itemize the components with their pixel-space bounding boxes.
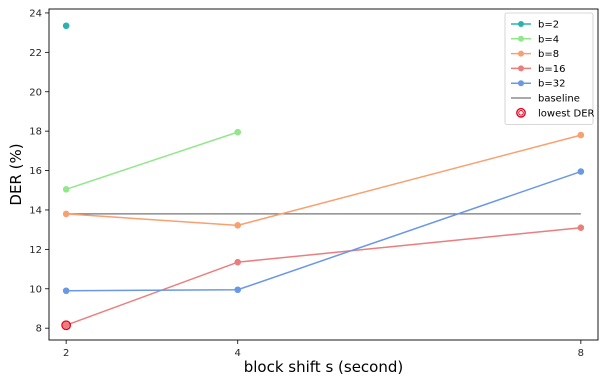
series-b4 xyxy=(62,128,242,193)
data-point xyxy=(62,321,70,329)
legend-marker xyxy=(516,107,526,118)
data-point xyxy=(62,185,70,193)
legend-label: b=2 xyxy=(538,20,559,31)
y-tick-label: 14 xyxy=(29,205,42,216)
legend-label: b=16 xyxy=(538,64,565,75)
x-tick-label: 2 xyxy=(63,348,69,359)
y-tick-label: 22 xyxy=(29,48,42,59)
series-line xyxy=(66,170,582,292)
y-tick-label: 10 xyxy=(29,284,42,295)
series-line xyxy=(65,131,238,190)
legend-marker xyxy=(518,80,524,87)
legend-marker xyxy=(518,110,524,116)
series-b16 xyxy=(62,224,585,329)
series-layer xyxy=(62,22,585,329)
x-axis-title: block shift s (second) xyxy=(244,358,404,376)
series-b2 xyxy=(62,22,70,30)
series-line xyxy=(66,134,582,227)
legend-marker xyxy=(518,35,524,42)
y-axis: 8 10 12 14 16 18 20 22 24 xyxy=(29,8,49,335)
legend-marker xyxy=(518,21,524,27)
series-b32 xyxy=(62,168,585,295)
legend-box xyxy=(504,12,594,125)
x-tick-label: 4 xyxy=(235,348,241,359)
plot-frame xyxy=(48,8,599,341)
lowest-der-marker xyxy=(61,320,72,331)
y-tick-label: 18 xyxy=(29,127,42,138)
x-axis: 2 4 8 xyxy=(63,340,584,359)
x-tick-label: 8 xyxy=(578,348,584,359)
y-tick-label: 16 xyxy=(29,166,42,177)
legend-label: b=8 xyxy=(538,49,559,60)
data-point xyxy=(62,22,70,30)
data-point xyxy=(234,286,242,294)
legend-label: b=4 xyxy=(538,34,559,45)
y-tick-label: 8 xyxy=(36,324,42,335)
y-tick-label: 20 xyxy=(29,87,42,98)
lowest-der-layer xyxy=(61,320,72,331)
legend-marker xyxy=(518,65,524,72)
series-line xyxy=(65,226,581,326)
legend: b=2 b=4 b=8 b=16 b=32 baseline lowest DER xyxy=(504,12,595,125)
data-point xyxy=(577,224,585,231)
data-point xyxy=(577,168,585,175)
legend-marker xyxy=(518,50,524,57)
series-b8 xyxy=(62,131,585,229)
data-point xyxy=(62,210,70,218)
legend-label: lowest DER xyxy=(538,108,595,119)
legend-label: b=32 xyxy=(538,79,565,90)
plot-area xyxy=(48,8,599,341)
y-tick-label: 24 xyxy=(29,8,42,19)
data-point xyxy=(234,222,242,229)
legend-label: baseline xyxy=(538,94,580,105)
data-point xyxy=(234,128,242,136)
data-point xyxy=(62,287,70,295)
data-point xyxy=(577,131,585,139)
data-point xyxy=(234,258,242,266)
y-tick-label: 12 xyxy=(29,245,42,256)
y-axis-title: DER (%) xyxy=(7,143,25,205)
